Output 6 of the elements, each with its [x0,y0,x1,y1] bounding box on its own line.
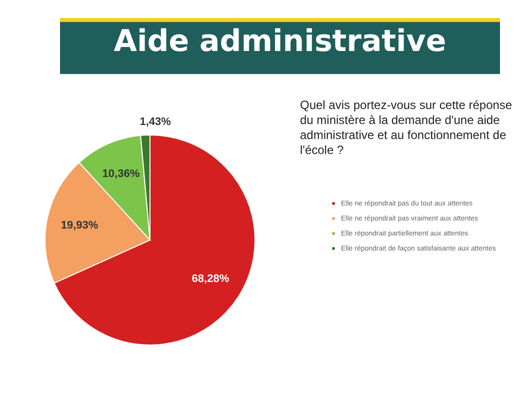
chart-title: Aide administrative [112,24,448,59]
data-label: 1,43% [140,116,172,128]
chart-subtitle: Quel avis portez-vous sur cette réponse du ministère à la demande d'une aide administrative et au fonctionnement de l'école ? [300,98,514,158]
data-label: 10,36% [102,168,140,180]
data-label: 19,93% [60,219,98,232]
data-label: 68,28% [192,273,230,286]
